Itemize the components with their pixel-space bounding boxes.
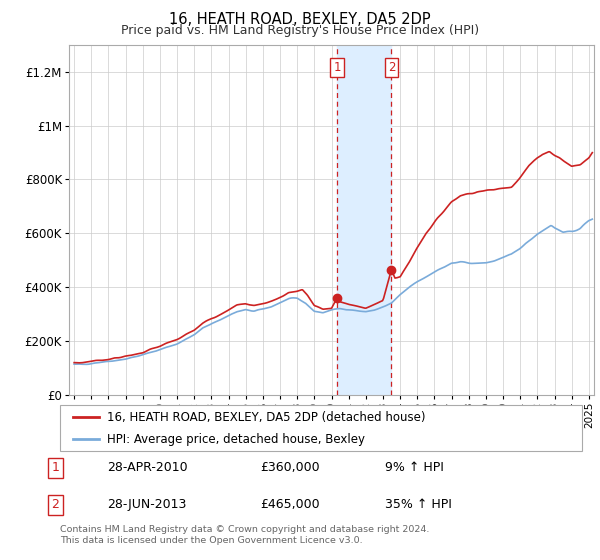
FancyBboxPatch shape bbox=[60, 405, 582, 451]
Text: £360,000: £360,000 bbox=[260, 461, 319, 474]
Text: HPI: Average price, detached house, Bexley: HPI: Average price, detached house, Bexl… bbox=[107, 433, 365, 446]
Text: 2: 2 bbox=[388, 61, 395, 74]
Text: 9% ↑ HPI: 9% ↑ HPI bbox=[385, 461, 445, 474]
Text: Contains HM Land Registry data © Crown copyright and database right 2024.
This d: Contains HM Land Registry data © Crown c… bbox=[60, 525, 430, 545]
Text: 28-APR-2010: 28-APR-2010 bbox=[107, 461, 188, 474]
Text: 16, HEATH ROAD, BEXLEY, DA5 2DP: 16, HEATH ROAD, BEXLEY, DA5 2DP bbox=[169, 12, 431, 27]
Text: Price paid vs. HM Land Registry's House Price Index (HPI): Price paid vs. HM Land Registry's House … bbox=[121, 24, 479, 37]
Text: 35% ↑ HPI: 35% ↑ HPI bbox=[385, 498, 452, 511]
Text: 1: 1 bbox=[51, 461, 59, 474]
Bar bbox=[337, 45, 391, 395]
Text: 16, HEATH ROAD, BEXLEY, DA5 2DP (detached house): 16, HEATH ROAD, BEXLEY, DA5 2DP (detache… bbox=[107, 411, 425, 424]
Text: £465,000: £465,000 bbox=[260, 498, 319, 511]
Text: 1: 1 bbox=[333, 61, 341, 74]
Text: 2: 2 bbox=[51, 498, 59, 511]
Text: 28-JUN-2013: 28-JUN-2013 bbox=[107, 498, 187, 511]
